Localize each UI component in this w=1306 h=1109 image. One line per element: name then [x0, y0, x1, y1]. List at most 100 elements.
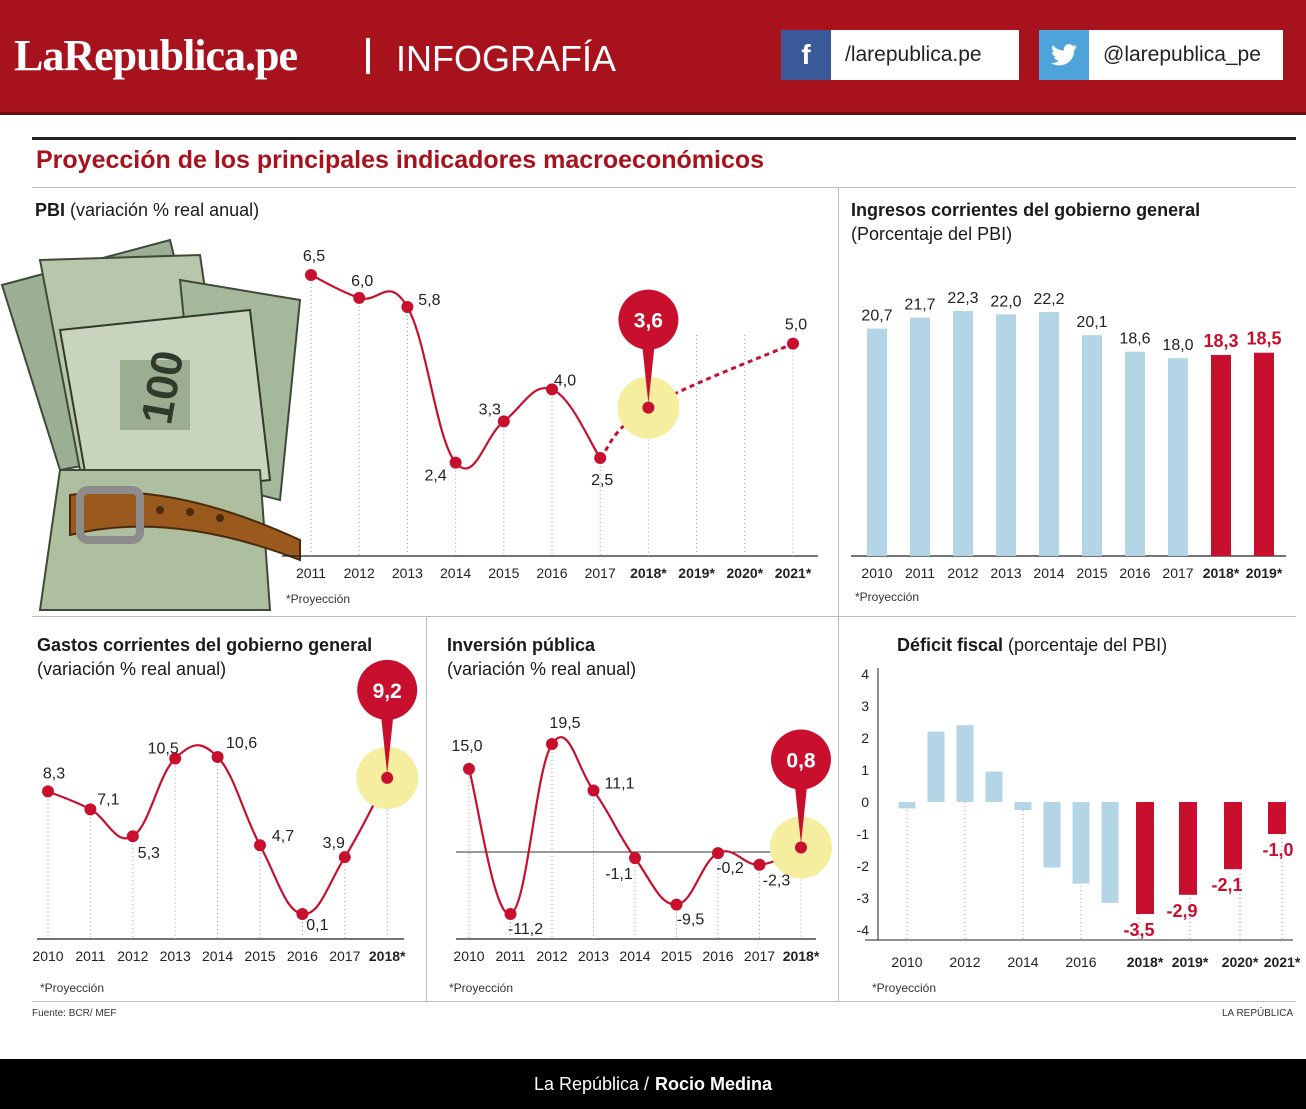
- ingresos-note: *Proyección: [855, 590, 920, 604]
- deficit-bar: [1072, 802, 1090, 884]
- deficit-bar: [1224, 802, 1242, 870]
- pbi-tick-label: 2020*: [727, 565, 764, 581]
- gastos-point: [84, 803, 97, 816]
- inversion-data-label: 11,1: [605, 776, 635, 793]
- pbi-tick-label: 2017: [585, 565, 616, 581]
- gastos-callout-pointer: [380, 707, 395, 774]
- ingresos-data-label: 21,7: [904, 297, 935, 314]
- deficit-bar: [898, 802, 916, 809]
- ingresos-bar: [867, 328, 887, 556]
- pbi-tick-label: 2015: [488, 565, 519, 581]
- inversion-tick-label: 2014: [619, 948, 650, 964]
- deficit-y-tick-label: 3: [861, 698, 869, 714]
- deficit-note: *Proyección: [872, 981, 937, 995]
- gastos-point: [338, 851, 351, 864]
- ingresos-data-label: 22,3: [947, 290, 978, 307]
- pbi-tick-label: 2019*: [678, 565, 715, 581]
- pbi-tick-label: 2021*: [775, 565, 812, 581]
- pbi-point: [497, 415, 510, 428]
- panel-divider: [32, 1001, 1296, 1002]
- deficit-data-label: -1,0: [1262, 840, 1293, 860]
- gastos-tick-label: 2016: [287, 948, 318, 964]
- ingresos-bar: [996, 314, 1016, 556]
- pbi-data-label: 5,0: [785, 317, 807, 334]
- gastos-line: [47, 744, 389, 916]
- inversion-point: [753, 858, 766, 871]
- inversion-point: [463, 762, 475, 775]
- ingresos-data-label: 18,0: [1162, 337, 1193, 354]
- gastos-data-label: 7,1: [97, 791, 119, 808]
- deficit-y-tick-label: 1: [861, 762, 869, 778]
- ingresos-title: Ingresos corrientes del gobierno general…: [851, 200, 1201, 244]
- deficit-bar: [1179, 802, 1197, 895]
- deficit-data-label: -2,9: [1166, 901, 1197, 921]
- pbi-data-label: 4,0: [554, 372, 576, 389]
- deficit-data-label: -2,1: [1211, 875, 1242, 895]
- site-logo[interactable]: LaRepublica.pe: [14, 31, 298, 80]
- deficit-tick-label: 2018*: [1127, 954, 1164, 970]
- deficit-data-label: -3,5: [1123, 920, 1154, 940]
- pbi-point: [594, 452, 607, 464]
- ingresos-bar: [953, 311, 973, 556]
- inversion-data-label: -11,2: [508, 921, 543, 938]
- deficit-tick-label: 2016: [1065, 954, 1096, 970]
- panel-divider: [838, 616, 839, 1002]
- inversion-tick-label: 2016: [702, 948, 733, 964]
- gastos-tick-label: 2017: [329, 948, 360, 964]
- twitter-link[interactable]: @larepublica_pe: [1039, 30, 1283, 80]
- inversion-tick-label: 2013: [578, 948, 609, 964]
- inversion-point: [629, 852, 641, 865]
- inversion-point: [712, 847, 724, 860]
- pbi-callout-bubble: [618, 289, 679, 350]
- pbi-data-label: 5,8: [418, 292, 440, 309]
- inversion-note: *Proyección: [449, 981, 514, 995]
- deficit-y-tick-label: -2: [857, 858, 870, 874]
- inversion-data-label: 15,0: [451, 738, 482, 755]
- panel-divider: [426, 616, 427, 1002]
- page-title: Proyección de los principales indicadore…: [36, 146, 765, 174]
- ingresos-bar: [1254, 352, 1274, 556]
- inversion-point: [504, 908, 517, 920]
- ingresos-tick-label: 2011: [905, 565, 935, 581]
- ingresos-bar: [1082, 335, 1102, 556]
- deficit-bar: [1014, 802, 1032, 810]
- pbi-tick-label: 2018*: [630, 565, 667, 581]
- gastos-tick-label: 2018*: [369, 948, 406, 964]
- deficit-bar: [927, 731, 945, 802]
- panel-divider: [838, 187, 839, 617]
- section-title: INFOGRAFÍA: [396, 38, 617, 79]
- pbi-tick-label: 2013: [392, 565, 423, 581]
- ingresos-tick-label: 2019*: [1246, 565, 1283, 581]
- gastos-point: [169, 752, 182, 765]
- gastos-point: [296, 908, 309, 920]
- banknote-bundle-icon: 100: [0, 238, 302, 611]
- ingresos-tick-label: 2015: [1076, 565, 1107, 581]
- pbi-data-label: 2,4: [424, 468, 446, 485]
- inversion-point: [670, 898, 683, 911]
- pbi-tick-label: 2011: [296, 565, 326, 581]
- deficit-y-tick-label: 4: [861, 666, 869, 682]
- pbi-note: *Proyección: [286, 592, 351, 606]
- panel-divider: [32, 616, 1296, 617]
- footer-text: La República /: [533, 1073, 650, 1094]
- pbi-point: [305, 269, 317, 281]
- header-divider: [366, 38, 370, 74]
- deficit-y-tick-label: -1: [857, 826, 870, 842]
- gastos-tick-label: 2013: [160, 948, 191, 964]
- facebook-handle: /larepublica.pe: [845, 43, 982, 66]
- deficit-tick-label: 2019*: [1172, 954, 1209, 970]
- gastos-point: [126, 830, 139, 843]
- gastos-data-label: 3,9: [323, 835, 345, 852]
- ingresos-data-label: 22,2: [1033, 291, 1064, 308]
- pbi-point: [787, 337, 799, 350]
- pbi-callout-label: 3,6: [634, 310, 663, 333]
- deficit-title: Déficit fiscal (porcentaje del PBI): [897, 635, 1168, 655]
- gastos-tick-label: 2014: [202, 948, 233, 964]
- pbi-point: [353, 291, 366, 304]
- inversion-data-label: -2,3: [763, 873, 791, 890]
- facebook-link[interactable]: f /larepublica.pe: [781, 30, 1019, 80]
- inversion-point: [795, 841, 807, 854]
- inversion-tick-label: 2011: [495, 948, 525, 964]
